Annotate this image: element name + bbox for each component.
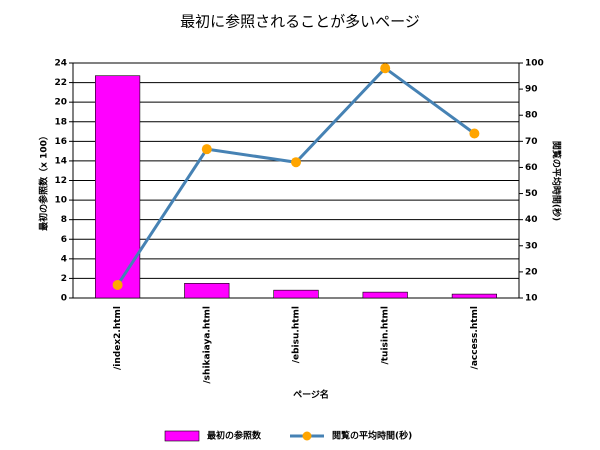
y-tick-label: 20 (54, 98, 67, 108)
y2-tick-label: 90 (525, 85, 538, 95)
y2-tick-label: 70 (525, 137, 538, 147)
x-tick-label: /index2.html (113, 306, 123, 370)
y-axis-label: 最初の参照数（x 100） (38, 131, 50, 231)
y-tick-label: 0 (61, 294, 67, 304)
x-tick-label: /access.html (470, 306, 480, 369)
y2-tick-label: 80 (525, 111, 538, 121)
y-tick-label: 2 (61, 274, 67, 284)
y-tick-label: 10 (54, 196, 67, 206)
y-tick-label: 4 (61, 254, 67, 264)
y-tick-label: 14 (54, 156, 67, 166)
legend-label: 最初の参照数 (207, 430, 262, 442)
x-tick-label: /ebisu.html (292, 306, 302, 363)
y-tick-label: 24 (54, 59, 67, 69)
y2-tick-label: 50 (525, 189, 538, 199)
y2-tick-label: 10 (525, 294, 538, 304)
chart-title: 最初に参照されることが多いページ (180, 13, 420, 31)
marker (201, 144, 212, 155)
y-tick-label: 22 (54, 78, 67, 88)
line (116, 66, 476, 286)
y-tick-label: 18 (54, 117, 67, 127)
bar (451, 293, 498, 299)
y2-tick-label: 100 (525, 59, 544, 69)
y-tick-label: 6 (61, 235, 67, 245)
x-tick-label: /shikaiaya.html (202, 306, 212, 384)
x-axis-label: ページ名 (293, 389, 329, 401)
y2-tick-label: 20 (525, 267, 538, 277)
y2-tick-label: 40 (525, 215, 538, 225)
y2-axis-label: 閲覧の平均時間(秒) (551, 141, 563, 221)
marker (112, 279, 123, 290)
y2-tick-label: 60 (525, 163, 538, 173)
marker (469, 128, 480, 139)
bar (184, 283, 230, 299)
y2-tick-label: 30 (525, 241, 538, 251)
bar (273, 289, 319, 299)
bar (95, 75, 141, 299)
marker (291, 157, 301, 168)
legend-label: 閲覧の平均時間(秒) (332, 430, 412, 442)
y-tick-label: 16 (54, 137, 67, 147)
legend-marker (302, 431, 312, 441)
x-tick-label: /tuisin.html (381, 306, 391, 365)
y-tick-label: 8 (61, 215, 67, 225)
bar (362, 291, 408, 299)
marker (380, 63, 391, 74)
legend-swatch (164, 430, 200, 442)
y-tick-label: 12 (54, 176, 67, 186)
